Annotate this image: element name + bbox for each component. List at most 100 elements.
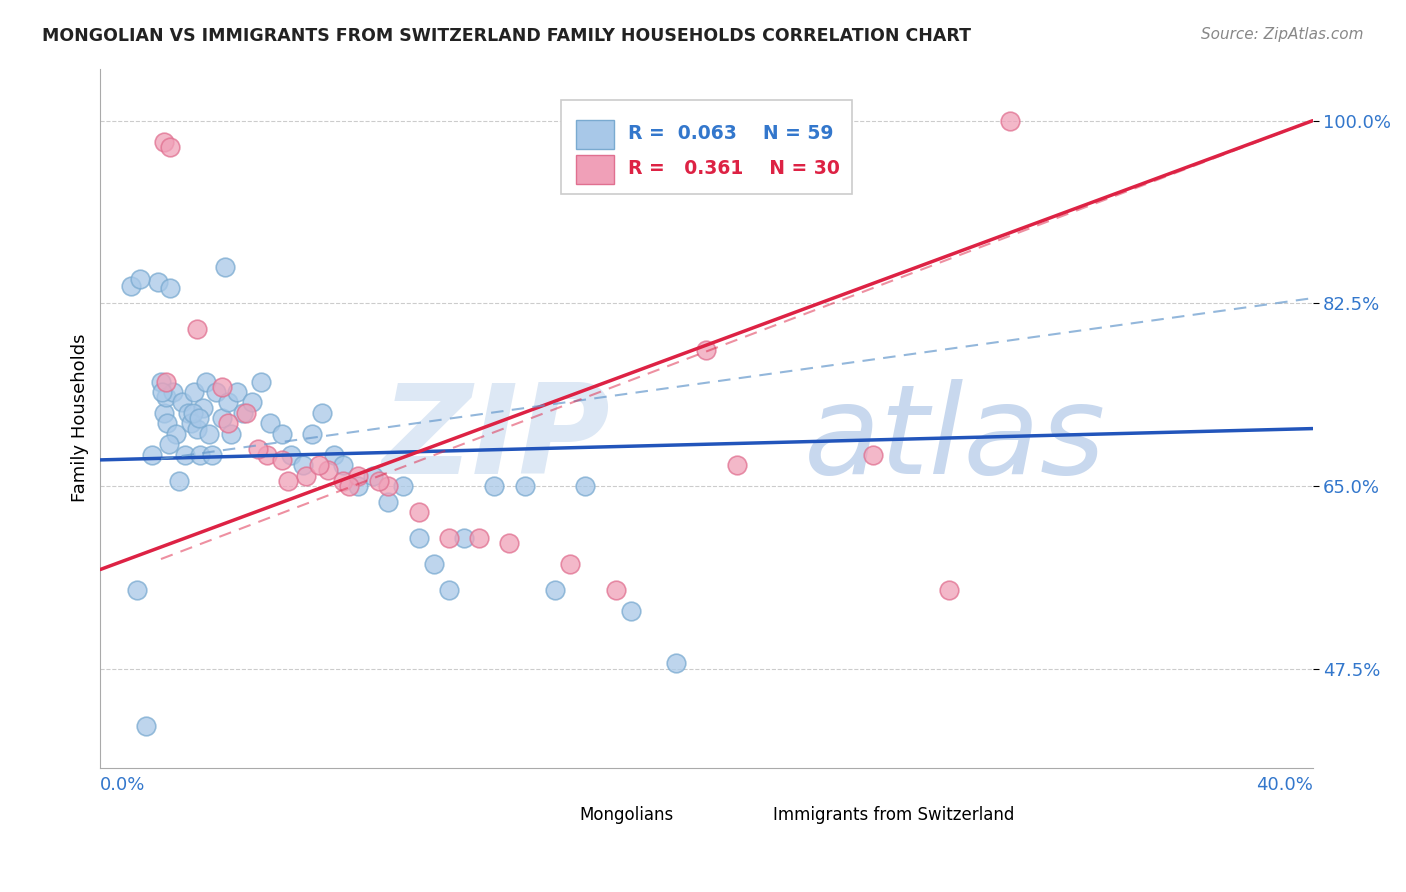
Point bbox=[183, 385, 205, 400]
Y-axis label: Family Households: Family Households bbox=[72, 334, 89, 502]
Point bbox=[377, 479, 399, 493]
Point bbox=[392, 479, 415, 493]
Text: 0.0%: 0.0% bbox=[100, 776, 146, 794]
Point bbox=[155, 390, 177, 404]
Point bbox=[153, 135, 176, 149]
Point bbox=[513, 479, 536, 493]
Point bbox=[240, 395, 263, 409]
Point bbox=[246, 442, 269, 457]
Point bbox=[211, 380, 233, 394]
Point bbox=[211, 411, 233, 425]
Point bbox=[665, 657, 688, 671]
Point bbox=[308, 458, 330, 472]
Point bbox=[165, 426, 187, 441]
Point bbox=[544, 583, 567, 598]
Text: R =   0.361    N = 30: R = 0.361 N = 30 bbox=[627, 159, 839, 178]
Point bbox=[156, 417, 179, 431]
Point bbox=[128, 272, 150, 286]
Point bbox=[311, 406, 333, 420]
Point bbox=[408, 505, 430, 519]
Text: Source: ZipAtlas.com: Source: ZipAtlas.com bbox=[1201, 27, 1364, 42]
Point bbox=[695, 343, 717, 358]
Point bbox=[135, 719, 157, 733]
Point bbox=[377, 494, 399, 508]
Point bbox=[332, 458, 354, 472]
Point bbox=[256, 448, 278, 462]
Point bbox=[235, 406, 257, 420]
Point bbox=[198, 426, 221, 441]
Point bbox=[225, 385, 247, 400]
Point bbox=[159, 140, 181, 154]
Point bbox=[558, 558, 581, 572]
Point bbox=[153, 406, 176, 420]
Text: 40.0%: 40.0% bbox=[1256, 776, 1313, 794]
Point bbox=[187, 411, 209, 425]
Point bbox=[172, 395, 194, 409]
Point bbox=[214, 260, 236, 274]
Point bbox=[322, 448, 344, 462]
Point bbox=[301, 426, 323, 441]
Point bbox=[484, 479, 506, 493]
Point bbox=[217, 417, 239, 431]
FancyBboxPatch shape bbox=[561, 100, 852, 194]
Point bbox=[219, 426, 242, 441]
Point bbox=[180, 417, 202, 431]
Point bbox=[938, 583, 960, 598]
Point bbox=[422, 558, 444, 572]
Point bbox=[162, 385, 184, 400]
Point bbox=[250, 375, 273, 389]
Point bbox=[280, 448, 302, 462]
Point bbox=[453, 531, 475, 545]
Point bbox=[862, 448, 884, 462]
Point bbox=[217, 395, 239, 409]
Point bbox=[159, 281, 181, 295]
Point bbox=[316, 463, 339, 477]
Point bbox=[292, 458, 315, 472]
Point bbox=[725, 458, 748, 472]
Point bbox=[201, 448, 224, 462]
Point bbox=[152, 385, 174, 400]
Text: ZIP: ZIP bbox=[381, 378, 609, 500]
Point bbox=[332, 474, 354, 488]
Point bbox=[361, 468, 384, 483]
Point bbox=[204, 385, 226, 400]
Point bbox=[125, 583, 148, 598]
FancyBboxPatch shape bbox=[575, 120, 614, 149]
Point bbox=[337, 479, 360, 493]
Text: Immigrants from Switzerland: Immigrants from Switzerland bbox=[773, 806, 1015, 824]
Point bbox=[271, 453, 294, 467]
Point bbox=[347, 479, 370, 493]
Point bbox=[177, 406, 200, 420]
Point bbox=[437, 583, 460, 598]
FancyBboxPatch shape bbox=[575, 154, 614, 184]
Point bbox=[190, 448, 212, 462]
Point bbox=[259, 417, 281, 431]
Point bbox=[468, 531, 491, 545]
Point bbox=[498, 536, 520, 550]
Point bbox=[149, 375, 172, 389]
Point bbox=[277, 474, 299, 488]
Point bbox=[181, 406, 204, 420]
Text: MONGOLIAN VS IMMIGRANTS FROM SWITZERLAND FAMILY HOUSEHOLDS CORRELATION CHART: MONGOLIAN VS IMMIGRANTS FROM SWITZERLAND… bbox=[42, 27, 972, 45]
Point bbox=[167, 474, 190, 488]
Point bbox=[193, 401, 215, 415]
Point bbox=[120, 278, 142, 293]
Text: atlas: atlas bbox=[803, 378, 1105, 500]
Point bbox=[347, 468, 370, 483]
Point bbox=[186, 421, 208, 435]
Text: R =  0.063    N = 59: R = 0.063 N = 59 bbox=[627, 124, 834, 143]
Point bbox=[141, 448, 163, 462]
Point bbox=[295, 468, 318, 483]
Point bbox=[232, 406, 254, 420]
Point bbox=[998, 113, 1021, 128]
Point bbox=[195, 375, 218, 389]
Point bbox=[157, 437, 180, 451]
Point bbox=[437, 531, 460, 545]
Text: Mongolians: Mongolians bbox=[579, 806, 673, 824]
Point bbox=[146, 276, 169, 290]
Point bbox=[368, 474, 391, 488]
Point bbox=[408, 531, 430, 545]
Point bbox=[574, 479, 596, 493]
FancyBboxPatch shape bbox=[731, 805, 765, 826]
FancyBboxPatch shape bbox=[537, 805, 571, 826]
